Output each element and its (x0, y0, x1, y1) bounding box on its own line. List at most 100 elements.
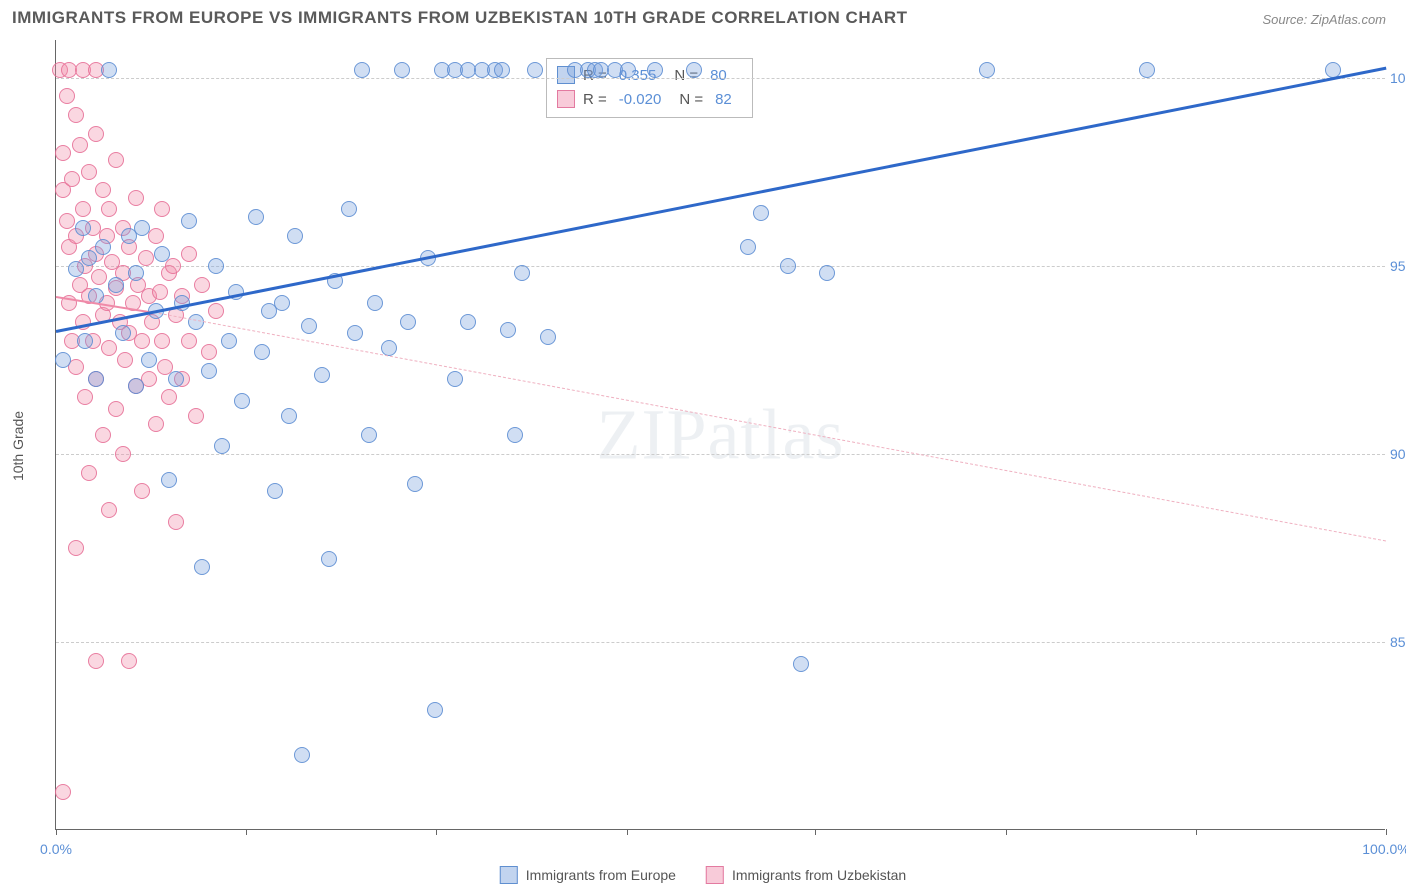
x-tick (56, 829, 57, 835)
data-point-uzbekistan (75, 201, 91, 217)
data-point-uzbekistan (148, 416, 164, 432)
series-legend: Immigrants from Europe Immigrants from Uz… (500, 866, 906, 884)
data-point-uzbekistan (188, 408, 204, 424)
data-point-europe (314, 367, 330, 383)
legend-label: Immigrants from Europe (526, 867, 676, 883)
r-value: -0.020 (619, 91, 662, 108)
data-point-europe (154, 246, 170, 262)
data-point-uzbekistan (134, 483, 150, 499)
data-point-uzbekistan (108, 401, 124, 417)
data-point-europe (201, 363, 217, 379)
data-point-uzbekistan (117, 352, 133, 368)
scatter-plot: ZIPatlas R =0.355N =80R =-0.020N =82 85.… (55, 40, 1385, 830)
data-point-europe (1139, 62, 1155, 78)
data-point-europe (686, 62, 702, 78)
data-point-uzbekistan (181, 333, 197, 349)
data-point-europe (507, 427, 523, 443)
data-point-europe (254, 344, 270, 360)
x-tick (1386, 829, 1387, 835)
data-point-europe (101, 62, 117, 78)
gridline (56, 78, 1385, 79)
data-point-europe (88, 371, 104, 387)
y-tick-label: 90.0% (1390, 446, 1406, 462)
x-tick-label: 100.0% (1362, 841, 1406, 857)
data-point-europe (181, 213, 197, 229)
data-point-europe (527, 62, 543, 78)
y-tick-label: 100.0% (1390, 70, 1406, 86)
data-point-europe (321, 551, 337, 567)
data-point-uzbekistan (115, 446, 131, 462)
data-point-uzbekistan (161, 389, 177, 405)
data-point-uzbekistan (91, 269, 107, 285)
data-point-uzbekistan (95, 427, 111, 443)
gridline (56, 642, 1385, 643)
data-point-europe (274, 295, 290, 311)
data-point-europe (367, 295, 383, 311)
data-point-europe (108, 277, 124, 293)
data-point-uzbekistan (154, 201, 170, 217)
data-point-europe (81, 250, 97, 266)
data-point-europe (234, 393, 250, 409)
data-point-uzbekistan (72, 137, 88, 153)
n-value: 82 (715, 91, 732, 108)
legend-item-europe: Immigrants from Europe (500, 866, 676, 884)
data-point-europe (460, 314, 476, 330)
data-point-uzbekistan (81, 164, 97, 180)
trend-line-uzbekistan-dash (149, 311, 1386, 541)
data-point-europe (647, 62, 663, 78)
data-point-uzbekistan (134, 333, 150, 349)
data-point-europe (494, 62, 510, 78)
data-point-uzbekistan (101, 340, 117, 356)
data-point-europe (301, 318, 317, 334)
data-point-uzbekistan (68, 107, 84, 123)
data-point-europe (407, 476, 423, 492)
data-point-uzbekistan (64, 171, 80, 187)
x-tick-label: 0.0% (40, 841, 72, 857)
legend-swatch-uzbek (557, 90, 575, 108)
data-point-uzbekistan (88, 126, 104, 142)
data-point-europe (620, 62, 636, 78)
data-point-uzbekistan (95, 182, 111, 198)
watermark-text: ZIPatlas (597, 393, 845, 476)
gridline (56, 266, 1385, 267)
data-point-europe (248, 209, 264, 225)
x-tick (246, 829, 247, 835)
data-point-uzbekistan (121, 653, 137, 669)
data-point-uzbekistan (128, 190, 144, 206)
x-tick (815, 829, 816, 835)
data-point-uzbekistan (101, 502, 117, 518)
data-point-europe (281, 408, 297, 424)
data-point-europe (161, 472, 177, 488)
data-point-uzbekistan (88, 653, 104, 669)
x-tick (1006, 829, 1007, 835)
data-point-uzbekistan (55, 784, 71, 800)
data-point-europe (740, 239, 756, 255)
y-tick-label: 95.0% (1390, 258, 1406, 274)
data-point-europe (128, 265, 144, 281)
data-point-europe (55, 352, 71, 368)
data-point-uzbekistan (168, 514, 184, 530)
chart-title: IMMIGRANTS FROM EUROPE VS IMMIGRANTS FRO… (12, 8, 908, 28)
data-point-europe (361, 427, 377, 443)
data-point-europe (354, 62, 370, 78)
data-point-uzbekistan (81, 465, 97, 481)
legend-row-uzbek: R =-0.020N =82 (557, 87, 742, 111)
data-point-europe (208, 258, 224, 274)
y-tick-label: 85.0% (1390, 634, 1406, 650)
data-point-uzbekistan (152, 284, 168, 300)
data-point-europe (214, 438, 230, 454)
data-point-uzbekistan (55, 145, 71, 161)
data-point-uzbekistan (77, 389, 93, 405)
data-point-europe (341, 201, 357, 217)
legend-item-uzbek: Immigrants from Uzbekistan (706, 866, 906, 884)
data-point-uzbekistan (154, 333, 170, 349)
data-point-europe (75, 220, 91, 236)
r-label: R = (583, 91, 607, 108)
data-point-europe (540, 329, 556, 345)
data-point-europe (753, 205, 769, 221)
data-point-uzbekistan (101, 201, 117, 217)
legend-label: Immigrants from Uzbekistan (732, 867, 906, 883)
n-value: 80 (710, 67, 727, 84)
data-point-europe (77, 333, 93, 349)
data-point-europe (194, 559, 210, 575)
